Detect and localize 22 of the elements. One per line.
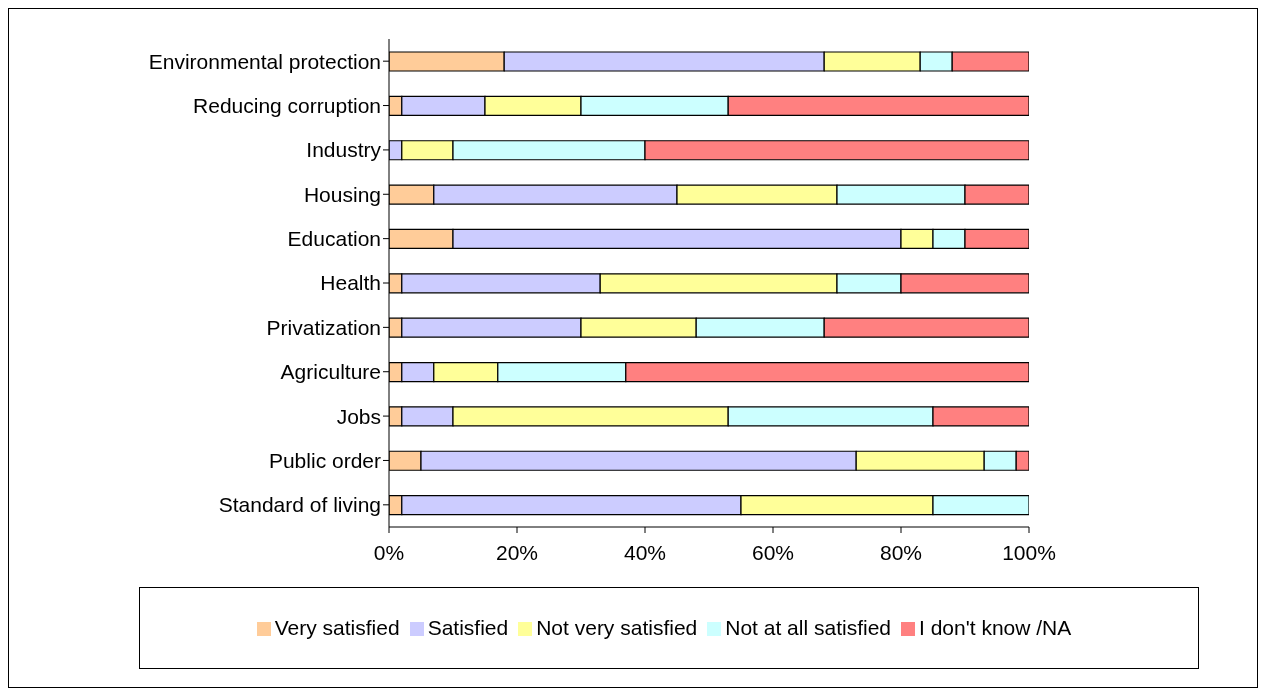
y-tick-label: Public order [268, 448, 381, 472]
x-tick-label: 60% [751, 540, 795, 564]
legend-label: Satisfied [427, 616, 509, 639]
legend-label: Not at all satisfied [725, 616, 891, 639]
x-tick-label: 0% [373, 540, 405, 564]
y-tick-label: Reducing corruption [193, 94, 381, 117]
y-tick-label: Jobs [336, 404, 381, 428]
y-tick-label: Health [320, 271, 381, 295]
y-tick-label: Privatization [266, 315, 381, 339]
x-tick-label: 40% [623, 540, 667, 564]
x-tick-label: 20% [495, 540, 539, 564]
y-tick-label: Housing [303, 182, 381, 206]
x-tick-label: 80% [879, 540, 923, 564]
x-tick-label: 100% [1002, 540, 1056, 564]
legend-label: I don't know /NA [919, 616, 1072, 639]
y-tick-label: Environmental protection [148, 49, 381, 73]
y-tick-label: Industry [306, 138, 382, 162]
y-tick-label: Education [287, 227, 381, 251]
y-tick-label: Agriculture [280, 360, 381, 384]
y-tick-label: Standard of living [218, 493, 381, 517]
legend-label: Not very satisfied [536, 616, 698, 639]
legend-label: Very satisfied [274, 616, 400, 639]
